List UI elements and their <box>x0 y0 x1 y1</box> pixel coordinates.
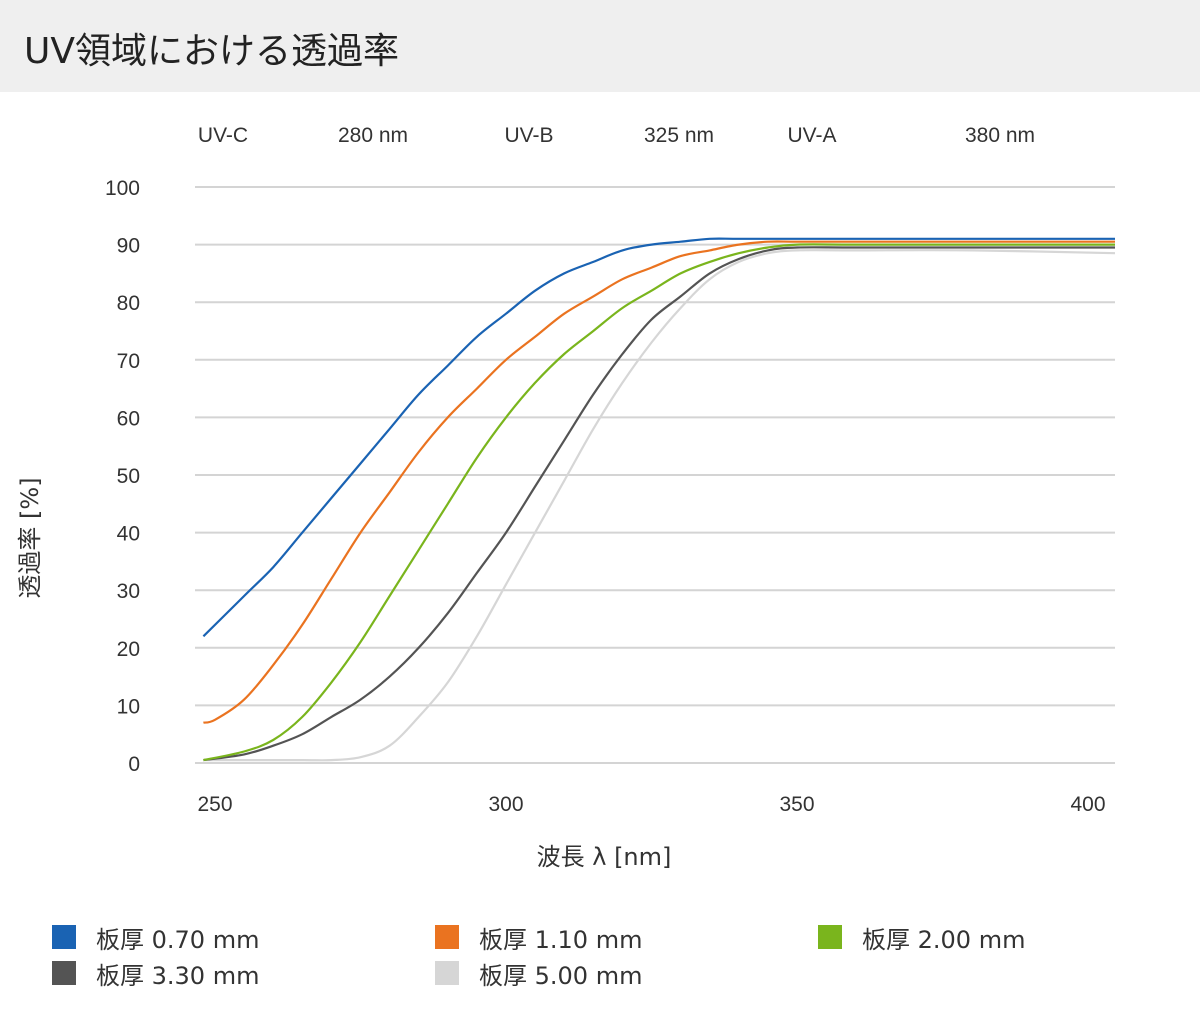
legend-label: 板厚 3.30 mm <box>96 961 260 990</box>
series-lines <box>202 237 1116 762</box>
series-line <box>203 246 1115 762</box>
uv-region-label: 325 nm <box>644 124 714 147</box>
legend-swatch <box>52 925 76 949</box>
legend-label: 板厚 1.10 mm <box>479 925 643 954</box>
y-tick-label: 20 <box>117 638 140 661</box>
chart-title: UV領域における透過率 <box>24 31 399 72</box>
series-line <box>202 237 1115 638</box>
legend-swatch <box>435 925 459 949</box>
y-axis-label: 透過率 [%] <box>16 477 44 598</box>
uv-region-label: UV-C <box>198 124 248 147</box>
y-tick-label: 100 <box>105 177 140 200</box>
uv-region-label: 280 nm <box>338 124 408 147</box>
legend-swatch <box>435 961 459 985</box>
y-tick-label: 30 <box>117 580 140 603</box>
chart-header: UV領域における透過率 <box>0 0 1200 92</box>
legend-swatch <box>818 925 842 949</box>
legend-item[interactable]: 板厚 3.30 mm <box>52 958 260 990</box>
x-tick-label: 400 <box>1070 793 1105 816</box>
y-tick-label: 90 <box>117 235 140 258</box>
y-tick-label: 50 <box>117 465 140 488</box>
legend-item[interactable]: 板厚 5.00 mm <box>435 958 643 990</box>
x-tick-label: 250 <box>197 793 232 816</box>
y-tick-label: 0 <box>128 753 140 776</box>
legend-item[interactable]: 板厚 1.10 mm <box>435 922 643 954</box>
legend: 板厚 0.70 mm 板厚 1.10 mm 板厚 2.00 mm 板厚 3.30… <box>52 922 1192 1002</box>
uv-region-label: UV-B <box>504 124 553 147</box>
legend-item[interactable]: 板厚 2.00 mm <box>818 922 1026 954</box>
legend-label: 板厚 0.70 mm <box>96 925 260 954</box>
y-tick-label: 80 <box>117 292 140 315</box>
uv-region-label: 380 nm <box>965 124 1035 147</box>
grid-lines <box>195 186 1115 764</box>
uv-region-labels: UV-C 280 nm UV-B 325 nm UV-A 380 nm <box>198 124 1035 147</box>
series-line <box>203 243 1115 762</box>
series-line <box>203 249 1116 762</box>
legend-swatch <box>52 961 76 985</box>
x-axis-ticks: 250 300 350 400 <box>197 793 1105 816</box>
x-axis-label: 波長 λ [nm] <box>537 843 672 871</box>
series-line <box>203 240 1115 724</box>
legend-item[interactable]: 板厚 0.70 mm <box>52 922 260 954</box>
x-tick-label: 350 <box>779 793 814 816</box>
y-tick-label: 10 <box>117 695 140 718</box>
y-axis-ticks: 0 10 20 30 40 50 60 70 80 90 100 <box>105 177 140 776</box>
y-tick-label: 60 <box>117 407 140 430</box>
uv-region-label: UV-A <box>787 124 836 147</box>
legend-label: 板厚 2.00 mm <box>862 925 1026 954</box>
legend-label: 板厚 5.00 mm <box>479 961 643 990</box>
y-tick-label: 70 <box>117 350 140 373</box>
y-tick-label: 40 <box>117 523 140 546</box>
x-tick-label: 300 <box>488 793 523 816</box>
